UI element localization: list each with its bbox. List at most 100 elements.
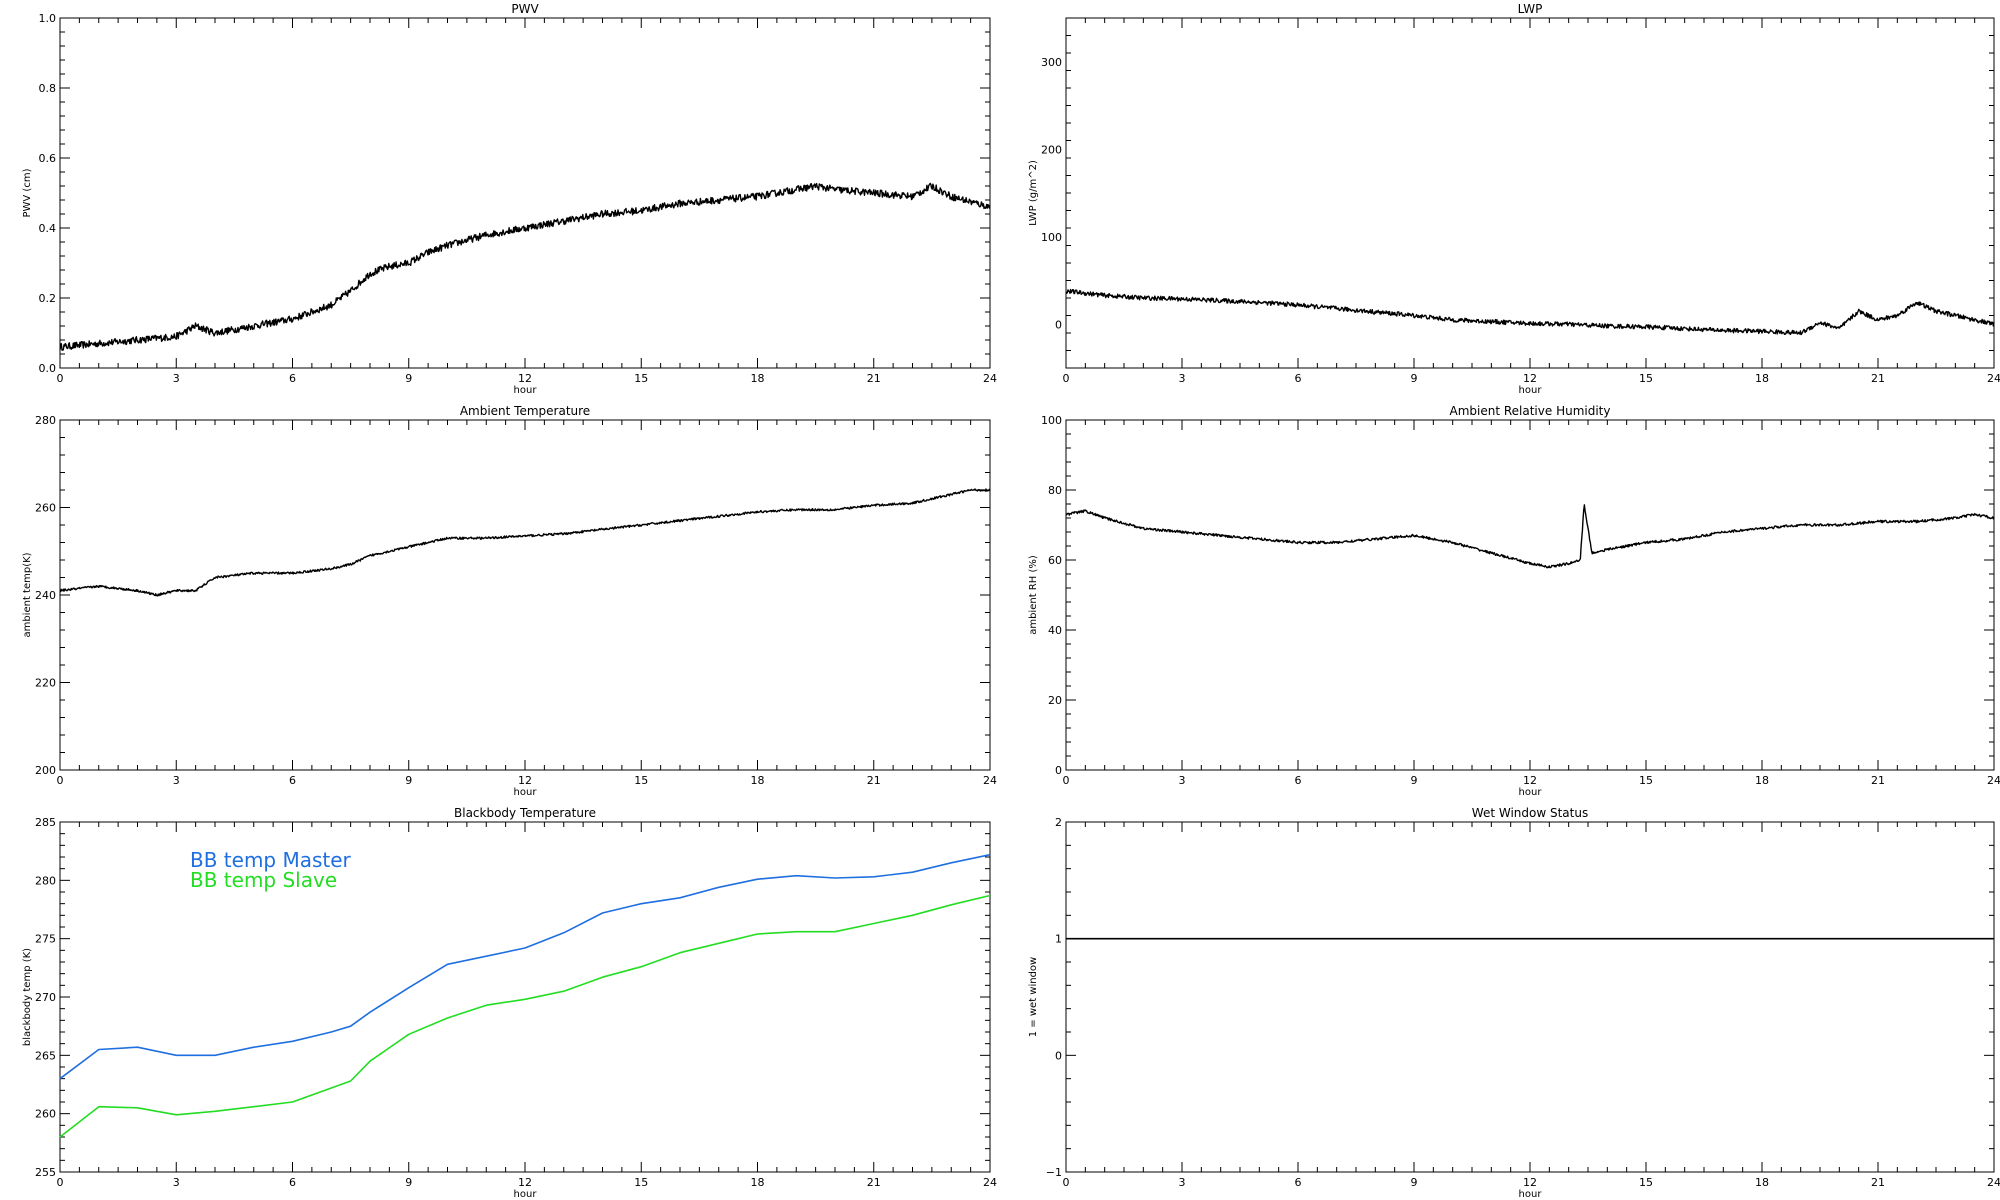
pwv-ylabel: PWV (cm) xyxy=(22,168,33,217)
pwv-xtick-label: 18 xyxy=(751,372,765,385)
rh-xtick-label: 0 xyxy=(1063,774,1070,787)
rh-xtick-label: 18 xyxy=(1755,774,1769,787)
pwv-ytick-label: 0.2 xyxy=(39,292,57,305)
lwp-ytick-label: 100 xyxy=(1041,231,1062,244)
wet-xtick-label: 15 xyxy=(1639,1176,1653,1189)
rh-xtick-label: 12 xyxy=(1523,774,1537,787)
rh-ylabel: ambient RH (%) xyxy=(1028,555,1039,635)
pwv-xtick-label: 21 xyxy=(867,372,881,385)
temp-title: Ambient Temperature xyxy=(460,404,590,418)
rh-xtick-label: 3 xyxy=(1179,774,1186,787)
wet-ytick-label: 1 xyxy=(1055,933,1062,946)
panel-lwp: LWP 0 3 6 9 12 15 18 21 24 hour 0 100 200 300 LWP (g/m^… xyxy=(1028,2,2000,396)
wet-xtick-label: 24 xyxy=(1987,1176,2000,1189)
bb-xtick-label: 24 xyxy=(983,1176,997,1189)
lwp-xtick-label: 12 xyxy=(1523,372,1537,385)
lwp-series-0 xyxy=(1065,288,1995,336)
rh-xtick-label: 6 xyxy=(1295,774,1302,787)
lwp-ytick-label: 0 xyxy=(1055,318,1062,331)
pwv-xtick-label: 9 xyxy=(405,372,412,385)
lwp-xtick-label: 24 xyxy=(1987,372,2000,385)
lwp-ylabel: LWP (g/m^2) xyxy=(1028,160,1039,226)
bb-ytick-label: 275 xyxy=(35,933,56,946)
pwv-title: PWV xyxy=(511,2,539,16)
pwv-ytick-label: 0.8 xyxy=(39,82,57,95)
temp-xtick-label: 6 xyxy=(289,774,296,787)
bb-xtick-label: 6 xyxy=(289,1176,296,1189)
wet-xtick-label: 9 xyxy=(1411,1176,1418,1189)
pwv-xlabel: hour xyxy=(514,385,538,396)
panel-pwv: PWV 0 3 6 9 12 15 18 21 24 hour 0.0 0.2 0.4 0.6 0.8 1.0 P… xyxy=(22,2,997,396)
panel-bb: Blackbody Temperature 0 3 6 9 12 15 18 21 24 hour 2… xyxy=(22,806,997,1200)
wet-xlabel: hour xyxy=(1519,1189,1543,1200)
rh-xtick-label: 15 xyxy=(1639,774,1653,787)
lwp-xtick-label: 15 xyxy=(1639,372,1653,385)
lwp-xtick-label: 18 xyxy=(1755,372,1769,385)
temp-ytick-label: 240 xyxy=(35,589,56,602)
bb-title: Blackbody Temperature xyxy=(454,806,596,820)
temp-ytick-label: 200 xyxy=(35,764,56,777)
bb-ytick-label: 270 xyxy=(35,991,56,1004)
bb-xtick-label: 3 xyxy=(173,1176,180,1189)
rh-ytick-label: 20 xyxy=(1048,694,1062,707)
rh-series-0 xyxy=(1065,504,1995,569)
wet-frame xyxy=(1065,821,1995,1173)
lwp-xtick-label: 0 xyxy=(1063,372,1070,385)
bb-ytick-label: 265 xyxy=(35,1049,56,1062)
wet-xtick-label: 21 xyxy=(1871,1176,1885,1189)
rh-ytick-label: 80 xyxy=(1048,484,1062,497)
bb-series-0 xyxy=(59,853,991,1080)
wet-ylabel: 1 = wet window xyxy=(1028,957,1039,1037)
lwp-xtick-label: 9 xyxy=(1411,372,1418,385)
pwv-xtick-label: 3 xyxy=(173,372,180,385)
temp-ytick-label: 220 xyxy=(35,677,56,690)
pwv-ytick-label: 1.0 xyxy=(39,12,57,25)
bb-xtick-label: 18 xyxy=(751,1176,765,1189)
pwv-ytick-label: 0.4 xyxy=(39,222,57,235)
bb-xlabel: hour xyxy=(514,1189,538,1200)
bb-xtick-label: 12 xyxy=(518,1176,532,1189)
pwv-xtick-label: 12 xyxy=(518,372,532,385)
wet-xtick-label: 18 xyxy=(1755,1176,1769,1189)
lwp-ytick-label: 300 xyxy=(1041,56,1062,69)
rh-ytick-label: 60 xyxy=(1048,554,1062,567)
wet-xtick-label: 0 xyxy=(1063,1176,1070,1189)
bb-xtick-label: 0 xyxy=(57,1176,64,1189)
lwp-title: LWP xyxy=(1518,2,1543,16)
pwv-xtick-label: 6 xyxy=(289,372,296,385)
temp-xtick-label: 9 xyxy=(405,774,412,787)
rh-title: Ambient Relative Humidity xyxy=(1450,404,1611,418)
lwp-xlabel: hour xyxy=(1519,385,1543,396)
temp-ytick-label: 260 xyxy=(35,502,56,515)
temp-frame xyxy=(59,419,991,771)
rh-xtick-label: 24 xyxy=(1987,774,2000,787)
temp-ytick-label: 280 xyxy=(35,414,56,427)
bb-xtick-label: 9 xyxy=(405,1176,412,1189)
wet-ytick-label: 2 xyxy=(1055,816,1062,829)
bb-ylabel: blackbody temp (K) xyxy=(22,948,33,1046)
temp-xtick-label: 21 xyxy=(867,774,881,787)
wet-ytick-label: 0 xyxy=(1055,1049,1062,1062)
bb-xtick-label: 21 xyxy=(867,1176,881,1189)
temp-xtick-label: 12 xyxy=(518,774,532,787)
wet-ytick-label: −1 xyxy=(1046,1166,1062,1179)
temp-xtick-label: 0 xyxy=(57,774,64,787)
wet-xtick-label: 6 xyxy=(1295,1176,1302,1189)
panel-temp: Ambient Temperature 0 3 6 9 12 15 18 21 24 hour 200… xyxy=(22,404,997,798)
pwv-ytick-label: 0.6 xyxy=(39,152,57,165)
rh-xtick-label: 21 xyxy=(1871,774,1885,787)
temp-xtick-label: 15 xyxy=(634,774,648,787)
pwv-ytick-label: 0.0 xyxy=(39,362,57,375)
bb-ytick-label: 285 xyxy=(35,816,56,829)
pwv-xtick-label: 24 xyxy=(983,372,997,385)
pwv-xtick-label: 0 xyxy=(57,372,64,385)
lwp-xtick-label: 21 xyxy=(1871,372,1885,385)
bb-series-1 xyxy=(59,894,991,1138)
rh-xlabel: hour xyxy=(1519,787,1543,798)
temp-xlabel: hour xyxy=(514,787,538,798)
rh-xtick-label: 9 xyxy=(1411,774,1418,787)
pwv-xtick-label: 15 xyxy=(634,372,648,385)
panel-rh: Ambient Relative Humidity 0 3 6 9 12 15 18 21 24 h… xyxy=(1028,404,2000,798)
lwp-ytick-label: 200 xyxy=(1041,143,1062,156)
